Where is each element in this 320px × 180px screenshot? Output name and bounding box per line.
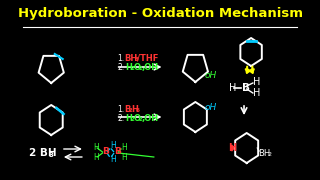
Text: 1.: 1. <box>117 53 125 62</box>
Text: BH: BH <box>124 53 138 62</box>
Text: 2: 2 <box>129 108 133 113</box>
Text: ⁻: ⁻ <box>154 114 157 120</box>
Text: 2: 2 <box>139 66 142 71</box>
Text: H: H <box>229 83 236 93</box>
Text: H: H <box>121 152 127 161</box>
Text: 3: 3 <box>134 57 138 62</box>
Text: Hydroboration - Oxidation Mechanism: Hydroboration - Oxidation Mechanism <box>18 6 302 19</box>
Text: H: H <box>110 154 116 163</box>
Text: 1.: 1. <box>117 105 125 114</box>
Text: 2: 2 <box>131 66 135 71</box>
Text: 6: 6 <box>136 108 140 113</box>
Text: H: H <box>125 114 132 123</box>
Text: B: B <box>114 147 121 156</box>
Text: 2.: 2. <box>117 114 125 123</box>
Text: B: B <box>242 83 250 93</box>
Text: oH: oH <box>204 71 216 80</box>
Text: 3: 3 <box>49 152 53 158</box>
Text: 2 BH: 2 BH <box>29 148 57 158</box>
Text: H: H <box>125 62 132 71</box>
Text: /THF: /THF <box>137 53 158 62</box>
Text: 2: 2 <box>267 152 271 158</box>
Text: 2.: 2. <box>117 62 125 71</box>
Text: 2: 2 <box>139 117 142 122</box>
Text: H: H <box>253 88 260 98</box>
Text: ,OH: ,OH <box>141 114 158 123</box>
Text: ⁻: ⁻ <box>154 62 157 69</box>
Text: B: B <box>124 105 131 114</box>
Text: BH: BH <box>258 148 270 158</box>
Text: O: O <box>133 62 140 71</box>
Text: H: H <box>93 143 99 152</box>
Text: H: H <box>253 77 260 87</box>
Text: 2: 2 <box>131 117 135 122</box>
Text: O: O <box>133 114 140 123</box>
Text: H: H <box>110 141 116 150</box>
Text: H: H <box>132 105 139 114</box>
Text: H: H <box>228 143 236 153</box>
Text: B: B <box>102 147 109 156</box>
Text: oH: oH <box>204 102 216 111</box>
Text: H: H <box>93 152 99 161</box>
Polygon shape <box>232 145 234 151</box>
Text: ,OH: ,OH <box>141 62 158 71</box>
Text: H: H <box>121 143 127 152</box>
